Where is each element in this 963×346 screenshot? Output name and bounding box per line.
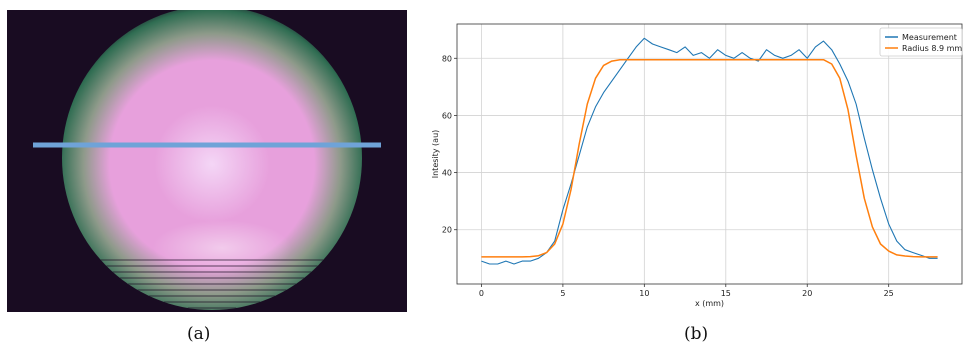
beam-image-panel [7, 6, 407, 312]
caption-a: (a) [187, 324, 211, 344]
radius-fit-series-line [481, 58, 938, 258]
beam-image [7, 6, 407, 312]
intensity-chart-panel: 0 5 10 15 20 25 20 40 60 80 x (mm) Intesity (au) … [430, 22, 963, 322]
measurement-series-line [481, 37, 938, 265]
beam-spot [62, 6, 362, 310]
y-tick-label: 60 [442, 111, 452, 120]
x-tick-label: 20 [802, 289, 812, 298]
legend-label-measurement: Measurement [902, 33, 957, 42]
chart-grid [457, 24, 962, 284]
legend-box [879, 27, 963, 57]
chart-series [481, 37, 938, 265]
caption-b: (b) [684, 324, 709, 344]
legend-label-radius-fit: Radius 8.9 mm [902, 44, 962, 53]
beam-highlight [152, 220, 292, 276]
interference-fringes [100, 259, 324, 309]
chart-legend: Measurement Radius 8.9 mm [879, 27, 963, 57]
x-tick-label: 5 [560, 289, 565, 298]
x-tick-label: 25 [884, 289, 894, 298]
chart-ticks: 0 5 10 15 20 25 20 40 60 80 [442, 54, 894, 298]
y-tick-label: 20 [442, 226, 452, 235]
axes-frame [456, 23, 963, 285]
x-tick-label: 15 [721, 289, 731, 298]
x-axis-label: x (mm) [695, 299, 724, 308]
x-tick-label: 0 [479, 289, 484, 298]
y-tick-label: 40 [442, 169, 452, 178]
y-axis-label: Intesity (au) [431, 130, 440, 179]
x-tick-label: 10 [639, 289, 649, 298]
y-tick-label: 80 [442, 54, 452, 63]
